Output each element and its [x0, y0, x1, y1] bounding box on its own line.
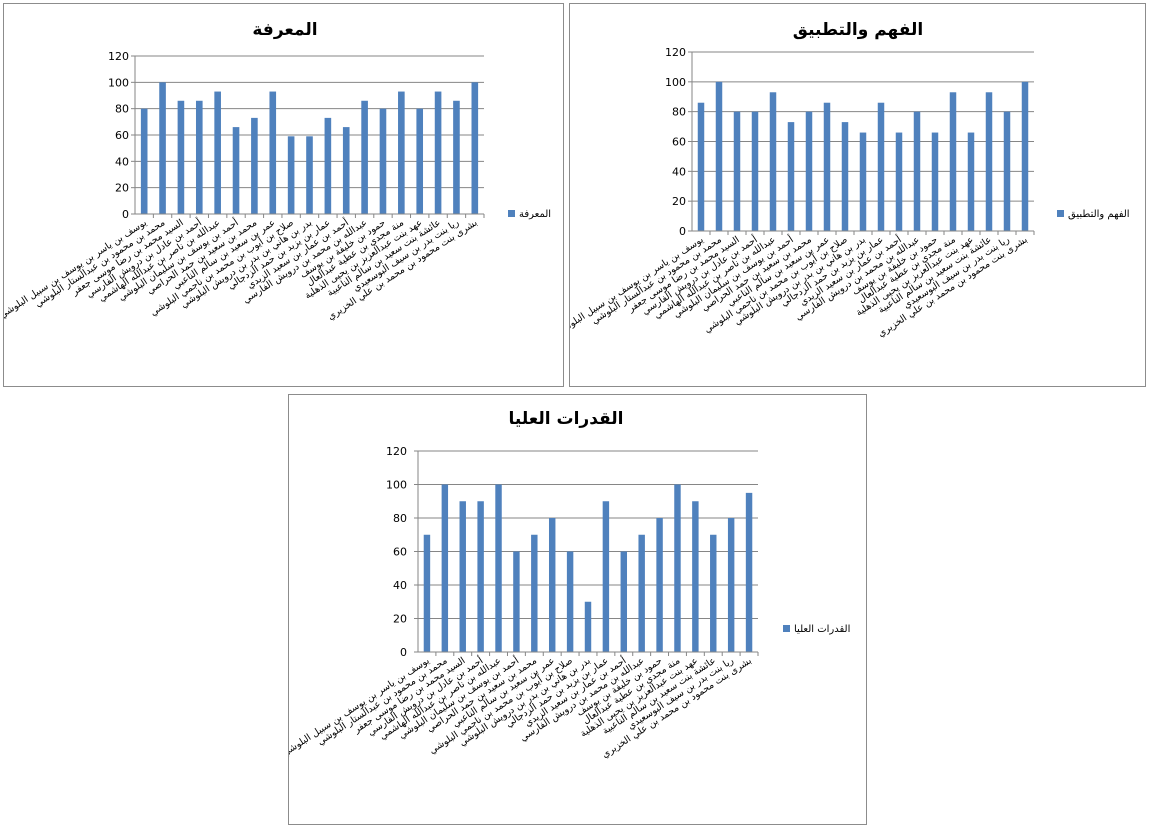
- bar: [949, 92, 957, 232]
- bar: [342, 127, 350, 214]
- legend-swatch: [783, 625, 790, 632]
- legend-swatch: [508, 210, 515, 217]
- chart-title: الفهم والتطبيق: [793, 20, 923, 40]
- bar: [823, 102, 831, 231]
- y-tick-label: 0: [122, 208, 129, 221]
- y-tick-label: 0: [679, 225, 686, 238]
- y-tick-label: 20: [115, 182, 129, 195]
- bar: [638, 534, 645, 652]
- chart-panel-understanding: الفهم والتطبيق 0 20 40 60 80 100 120 يوسف بن يا…: [569, 3, 1146, 387]
- bar: [745, 492, 753, 652]
- y-tick-label: 60: [115, 129, 129, 142]
- y-tick-label: 120: [665, 46, 686, 59]
- bar: [195, 100, 203, 214]
- bar: [620, 551, 628, 652]
- bar: [805, 111, 813, 231]
- bar: [269, 91, 277, 214]
- bar: [602, 501, 610, 652]
- legend-label: الفهم والتطبيق: [1068, 209, 1130, 220]
- bar: [251, 117, 258, 214]
- chart-title: المعرفة: [252, 20, 317, 40]
- bar: [287, 136, 295, 214]
- y-tick-label: 40: [115, 155, 129, 168]
- bar: [913, 111, 921, 231]
- bar: [727, 518, 735, 652]
- bar: [159, 82, 166, 214]
- bar: [423, 534, 431, 652]
- bar: [495, 484, 502, 652]
- y-tick-label: 60: [672, 136, 686, 149]
- bar: [548, 518, 556, 652]
- bar: [459, 501, 466, 652]
- y-tick-label: 20: [393, 613, 407, 626]
- bar: [656, 518, 663, 652]
- bar: [379, 108, 387, 214]
- bar: [214, 91, 221, 214]
- y-tick-label: 100: [386, 479, 407, 492]
- bar: [324, 117, 332, 214]
- y-tick-label: 120: [108, 50, 129, 63]
- y-tick-label: 40: [393, 579, 407, 592]
- legend-label: المعرفة: [519, 209, 551, 220]
- bar: [769, 92, 777, 232]
- bar: [361, 100, 368, 214]
- y-tick-label: 80: [393, 512, 407, 525]
- bar: [1003, 111, 1011, 231]
- bar: [877, 102, 885, 231]
- bar: [1021, 81, 1029, 231]
- bar: [751, 111, 759, 231]
- y-tick-label: 100: [108, 76, 129, 89]
- y-tick-label: 80: [115, 103, 129, 116]
- chart-title: القدرات العليا: [509, 409, 624, 429]
- bar: [513, 551, 520, 652]
- y-tick-label: 80: [672, 106, 686, 119]
- bar: [177, 100, 185, 214]
- bar: [471, 82, 479, 214]
- bar: [232, 127, 240, 214]
- bar: [931, 132, 939, 231]
- y-tick-label: 0: [400, 646, 407, 659]
- legend-label: القدرات العليا: [794, 624, 850, 635]
- chart-panel-higher: القدرات العليا 0 20 40 60 80 100 120 يوسف بن يا…: [288, 394, 867, 825]
- y-tick-label: 20: [672, 195, 686, 208]
- chart-panel-knowledge: المعرفة 0 20 40 60 80 100 120 يوسف بن ياسر بن ي…: [3, 3, 564, 387]
- bar: [710, 534, 717, 652]
- bar: [674, 484, 681, 652]
- bar: [434, 91, 442, 214]
- bar: [985, 92, 993, 232]
- bar: [453, 100, 460, 214]
- bar: [306, 136, 313, 214]
- bar: [895, 132, 903, 231]
- bar: [566, 551, 574, 652]
- bar: [441, 484, 449, 652]
- y-tick-label: 40: [672, 165, 686, 178]
- bar: [859, 132, 867, 231]
- bar: [841, 122, 849, 231]
- bar: [692, 501, 699, 652]
- bar: [967, 132, 975, 231]
- y-tick-label: 120: [386, 445, 407, 458]
- legend-swatch: [1057, 210, 1064, 217]
- bar: [733, 111, 741, 231]
- bar: [787, 122, 795, 231]
- y-tick-label: 60: [393, 546, 407, 559]
- bar: [477, 501, 484, 652]
- bar: [531, 534, 538, 652]
- y-tick-label: 100: [665, 76, 686, 89]
- bar: [697, 102, 705, 231]
- bar: [715, 81, 723, 231]
- bar: [584, 601, 592, 652]
- bar: [140, 108, 148, 214]
- bar: [398, 91, 405, 214]
- bar: [416, 108, 424, 214]
